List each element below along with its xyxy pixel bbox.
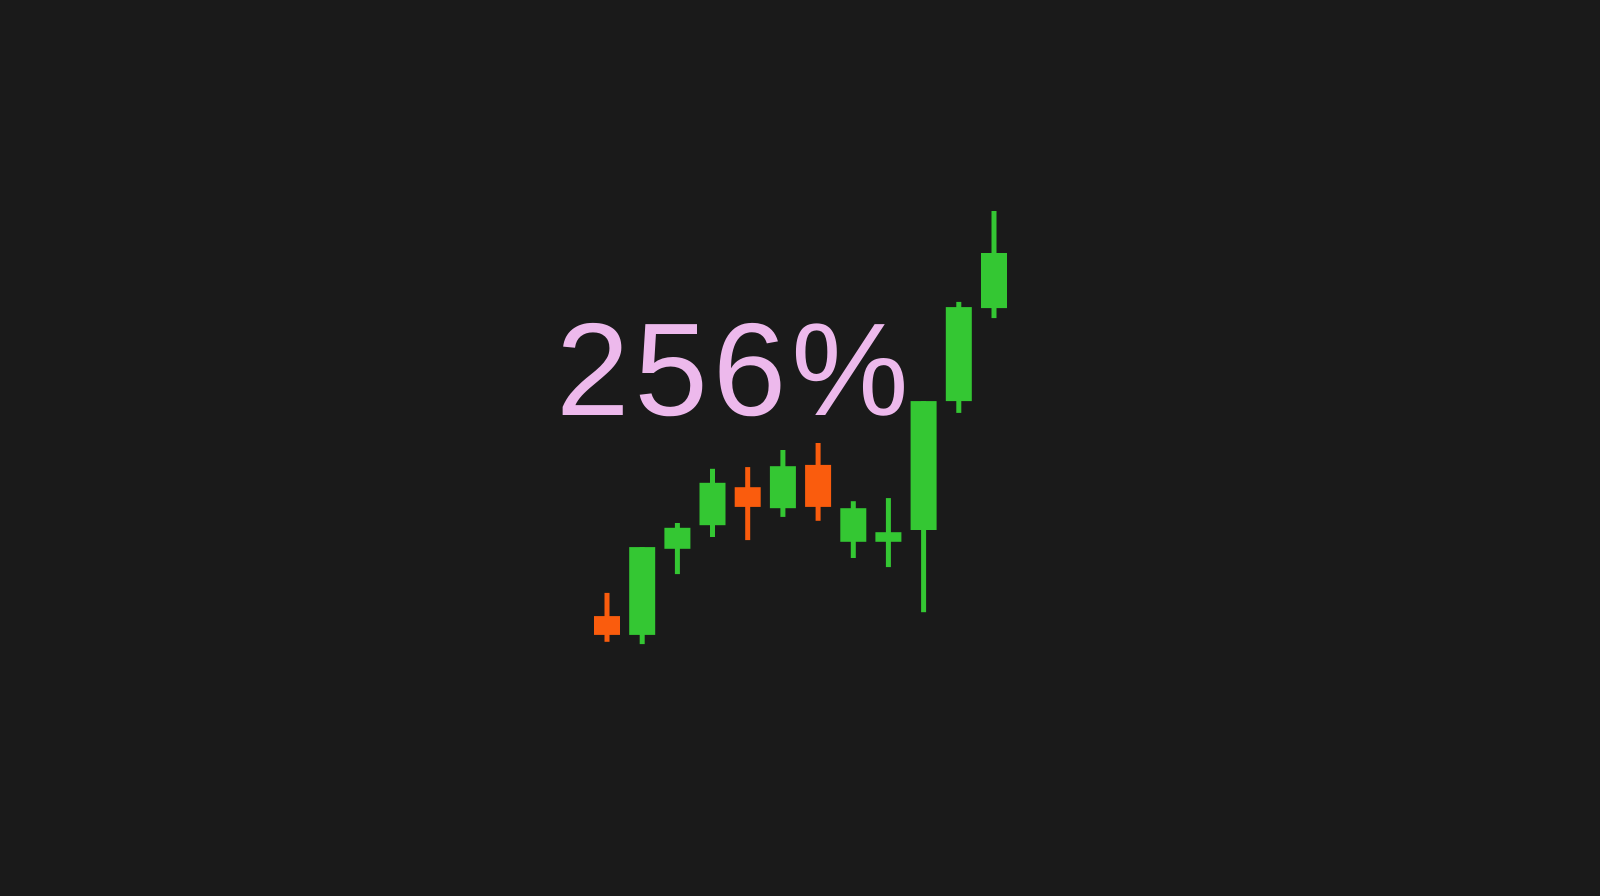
- percentage-headline: 256%: [556, 296, 914, 443]
- candle-wick: [674, 523, 680, 575]
- candle-body: [734, 487, 761, 507]
- candle-wick: [921, 401, 927, 613]
- candle-11-up: [945, 301, 972, 413]
- candle-9-up: [875, 498, 902, 568]
- candle-wick: [710, 468, 715, 537]
- candle-body: [875, 532, 902, 542]
- candle-body: [664, 527, 691, 549]
- candle-body: [594, 616, 620, 635]
- candle-body: [840, 508, 867, 542]
- candle-body: [769, 466, 796, 509]
- candle-body: [981, 253, 1007, 309]
- candle-body: [910, 401, 937, 530]
- candle-wick: [850, 501, 856, 558]
- candle-wick: [780, 450, 786, 517]
- candle-wick: [815, 443, 821, 521]
- candle-8-up: [840, 501, 867, 558]
- candle-wick: [991, 211, 997, 319]
- candle-4-up: [699, 468, 726, 537]
- candle-3-up: [664, 523, 691, 575]
- candle-6-up: [769, 450, 796, 517]
- candle-12-up: [981, 211, 1007, 319]
- candle-5-down: [734, 467, 761, 541]
- candle-1-down: [594, 592, 620, 642]
- candle-wick: [956, 301, 962, 413]
- candle-body: [699, 482, 726, 526]
- candle-body: [945, 307, 972, 402]
- candle-wick: [639, 547, 645, 645]
- candle-2-up: [629, 547, 656, 645]
- candle-body: [629, 547, 656, 635]
- candle-wick: [604, 592, 610, 642]
- candle-body: [805, 464, 832, 507]
- candle-wick: [885, 498, 891, 568]
- candle-7-down: [805, 443, 832, 521]
- candle-wick: [745, 467, 751, 541]
- candle-10-up: [910, 401, 937, 613]
